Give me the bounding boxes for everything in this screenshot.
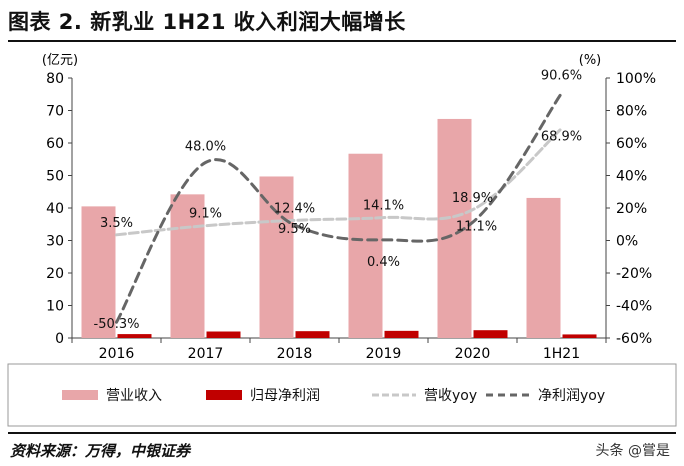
combo-chart: (亿元) (%) 0 10 20 30 40 50 60 70 80 -60% -40% -20% 0% 20… bbox=[7, 53, 677, 427]
profit-yoy-label: 0.4% bbox=[367, 255, 400, 270]
legend-label: 营业收入 bbox=[106, 388, 162, 404]
profit-yoy-label: 48.0% bbox=[185, 140, 226, 155]
left-tick-label: 50 bbox=[46, 169, 64, 185]
axes: (亿元) (%) 0 10 20 30 40 50 60 70 80 -60% -40% -20% 0% 20… bbox=[42, 53, 656, 362]
x-tick-label: 2019 bbox=[366, 346, 402, 362]
right-tick-label: 40% bbox=[616, 169, 647, 185]
right-tick-label: 100% bbox=[616, 71, 656, 87]
revenue-bar bbox=[437, 118, 472, 338]
left-axis-unit: (亿元) bbox=[42, 53, 78, 68]
revenue-yoy-label: 3.5% bbox=[100, 216, 133, 231]
revenue-yoy-label: 18.9% bbox=[452, 191, 493, 206]
bars bbox=[81, 118, 597, 338]
right-tick-label: -20% bbox=[616, 266, 652, 282]
net-profit-bar bbox=[473, 330, 508, 338]
legend: 营业收入 归母净利润 营收yoy 净利润yoy bbox=[7, 363, 677, 427]
right-tick-label: 20% bbox=[616, 201, 647, 217]
source-note: 资料来源：万得，中银证券 bbox=[10, 442, 191, 460]
revenue-bar bbox=[81, 206, 116, 338]
revenue-yoy-label: 14.1% bbox=[363, 199, 404, 214]
net-profit-bar bbox=[562, 334, 597, 338]
x-tick-label: 2020 bbox=[455, 346, 491, 362]
left-tick-label: 30 bbox=[46, 234, 64, 250]
revenue-yoy-label: 68.9% bbox=[541, 130, 582, 145]
profit-yoy-label: 9.5% bbox=[278, 222, 311, 237]
profit-yoy-label: 90.6% bbox=[541, 68, 582, 83]
data-labels: 3.5% 9.1% 12.4% 14.1% 18.9% 68.9% -50.3% 48.0% 9… bbox=[94, 68, 583, 332]
x-tick-label: 1H21 bbox=[543, 346, 580, 362]
legend-swatch bbox=[62, 390, 98, 400]
right-tick-label: 0% bbox=[616, 234, 638, 250]
legend-box bbox=[7, 363, 677, 427]
right-axis-unit: (%) bbox=[579, 53, 602, 68]
revenue-bar bbox=[170, 194, 205, 338]
x-tick-label: 2016 bbox=[99, 346, 135, 362]
right-tick-label: 60% bbox=[616, 136, 647, 152]
profit-yoy-line bbox=[115, 91, 563, 324]
chart-title: 图表 2. 新乳业 1H21 收入利润大幅增长 bbox=[8, 10, 406, 34]
profit-yoy-label: -50.3% bbox=[94, 317, 140, 332]
left-tick-label: 70 bbox=[46, 104, 64, 120]
net-profit-bar bbox=[295, 331, 330, 338]
left-tick-label: 10 bbox=[46, 299, 64, 315]
legend-swatch bbox=[206, 390, 242, 400]
net-profit-bar bbox=[384, 330, 419, 338]
x-tick-label: 2017 bbox=[188, 346, 224, 362]
right-tick-label: 80% bbox=[616, 104, 647, 120]
revenue-yoy-label: 12.4% bbox=[274, 201, 315, 216]
legend-label: 归母净利润 bbox=[250, 387, 320, 404]
title-rule bbox=[8, 40, 676, 42]
revenue-bar bbox=[526, 197, 561, 338]
net-profit-bar bbox=[117, 334, 152, 338]
legend-label: 净利润yoy bbox=[538, 388, 605, 404]
left-tick-label: 60 bbox=[46, 136, 64, 152]
watermark: 头条 @嘗是 bbox=[595, 443, 670, 459]
x-tick-label: 2018 bbox=[277, 346, 313, 362]
revenue-yoy-line bbox=[115, 127, 563, 237]
revenue-bar bbox=[259, 176, 294, 338]
source-rule bbox=[8, 432, 676, 434]
right-tick-label: -60% bbox=[616, 331, 652, 347]
legend-label: 营收yoy bbox=[424, 388, 477, 404]
revenue-bar bbox=[348, 153, 383, 338]
right-tick-label: -40% bbox=[616, 299, 652, 315]
left-tick-label: 20 bbox=[46, 266, 64, 282]
revenue-yoy-label: 9.1% bbox=[189, 207, 222, 222]
left-tick-label: 80 bbox=[46, 71, 64, 87]
net-profit-bar bbox=[206, 331, 241, 338]
profit-yoy-label: 11.1% bbox=[456, 219, 497, 234]
left-tick-label: 0 bbox=[55, 331, 64, 347]
lines bbox=[115, 91, 563, 324]
left-tick-label: 40 bbox=[46, 201, 64, 217]
